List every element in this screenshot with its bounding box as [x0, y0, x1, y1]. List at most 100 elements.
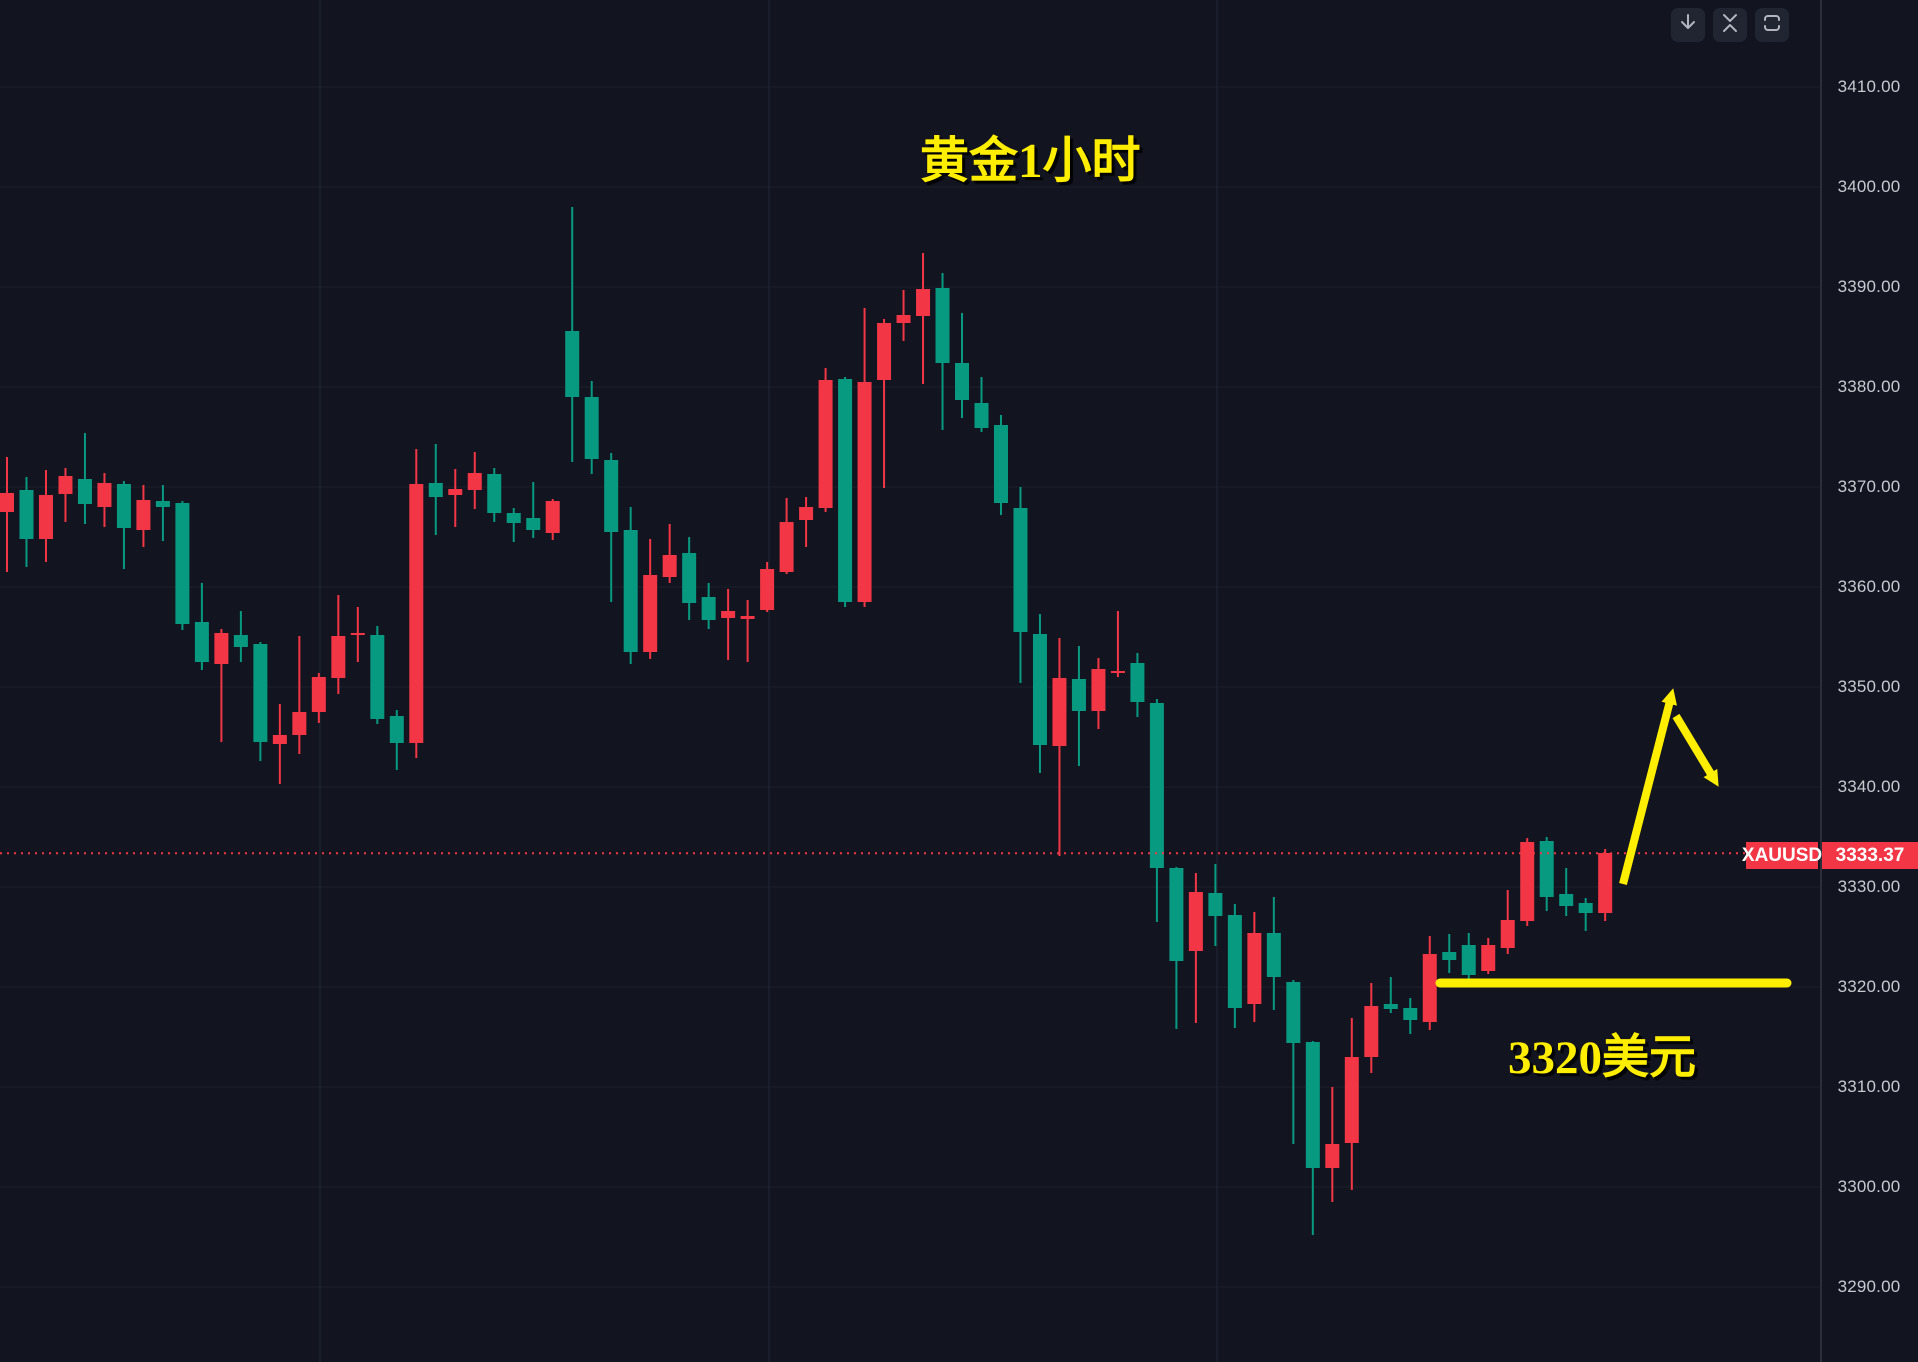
candle	[857, 308, 872, 607]
candle	[916, 253, 931, 384]
candle	[1539, 837, 1554, 911]
candle	[448, 469, 463, 527]
candle	[1442, 934, 1457, 973]
candle	[877, 319, 892, 488]
candle	[97, 473, 112, 527]
candle	[604, 453, 619, 602]
candle	[389, 710, 404, 770]
price-axis-label: 3370.00	[1837, 477, 1901, 496]
candle	[1403, 998, 1418, 1034]
candle	[643, 539, 658, 659]
collapse-pane-button[interactable]	[1713, 8, 1747, 42]
maximize-icon	[1761, 12, 1783, 39]
price-axis-label: 3330.00	[1837, 877, 1901, 896]
candle	[935, 273, 950, 430]
down-arrow-annotation[interactable]	[1672, 713, 1719, 787]
candle	[292, 636, 307, 754]
candle	[565, 207, 580, 462]
candle	[175, 501, 190, 630]
candle	[311, 673, 326, 723]
candle	[1071, 646, 1086, 766]
candle	[740, 600, 755, 662]
candle	[38, 470, 53, 562]
price-axis-label: 3290.00	[1837, 1277, 1901, 1296]
candle	[974, 377, 989, 432]
candle	[955, 313, 970, 418]
candle	[467, 452, 482, 509]
candle	[1325, 1087, 1340, 1202]
candle	[896, 290, 911, 341]
candle	[1383, 977, 1398, 1013]
candle	[1481, 938, 1496, 974]
price-axis-label: 3320.00	[1837, 977, 1901, 996]
price-axis-label: 3300.00	[1837, 1177, 1901, 1196]
candle	[194, 583, 209, 670]
candle	[58, 468, 73, 522]
price-axis-label: 3350.00	[1837, 677, 1901, 696]
candle	[1188, 873, 1203, 1023]
price-axis-label: 3390.00	[1837, 277, 1901, 296]
candle	[779, 498, 794, 574]
candle	[1052, 638, 1067, 856]
candle	[1461, 933, 1476, 981]
collapse-icon	[1719, 12, 1741, 39]
price-axis-separator	[1820, 0, 1822, 1362]
price-axis-label: 3360.00	[1837, 577, 1901, 596]
price-axis-label: 3410.00	[1837, 77, 1901, 96]
candle	[428, 444, 443, 535]
candle	[1286, 980, 1301, 1144]
candle	[799, 497, 814, 547]
candle	[760, 562, 775, 612]
candle	[1344, 1018, 1359, 1190]
candle	[545, 499, 560, 540]
candle	[1149, 699, 1164, 922]
candle	[0, 457, 14, 572]
candle	[370, 626, 385, 724]
price-axis-label: 3310.00	[1837, 1077, 1901, 1096]
candle	[1130, 653, 1145, 717]
scroll-to-recent-button[interactable]	[1671, 8, 1705, 42]
maximize-pane-button[interactable]	[1755, 8, 1789, 42]
candle	[19, 477, 34, 567]
candle	[838, 377, 853, 607]
candle	[1266, 897, 1281, 1010]
candle	[526, 482, 541, 538]
support-price-annotation: 3320美元	[1508, 1032, 1696, 1084]
candle	[487, 468, 502, 522]
candle	[1598, 849, 1613, 921]
candle	[214, 629, 229, 742]
symbol-price-flag: XAUUSD	[1742, 842, 1822, 869]
price-axis-label: 3400.00	[1837, 177, 1901, 196]
candle	[1169, 867, 1184, 1029]
chart-title-annotation: 黄金1小时	[920, 133, 1141, 188]
candle	[1305, 1041, 1320, 1235]
candle	[1559, 868, 1574, 916]
candle	[721, 589, 736, 660]
price-axis-label: 3380.00	[1837, 377, 1901, 396]
candle	[233, 611, 248, 662]
candle	[506, 508, 521, 542]
candle	[1500, 890, 1515, 954]
candle	[662, 524, 677, 583]
candle	[136, 485, 151, 547]
price-axis[interactable]: 3410.00 3400.00 3390.00 3380.00 3370.00 3360.…	[1820, 0, 1918, 1362]
candle	[409, 449, 424, 758]
candle	[623, 507, 638, 664]
candle	[253, 642, 268, 761]
up-arrow-annotation[interactable]	[1619, 688, 1678, 885]
candle	[116, 481, 131, 569]
candle	[1032, 614, 1047, 773]
candle	[1520, 838, 1535, 926]
candle	[1091, 658, 1106, 729]
candle	[1013, 487, 1028, 683]
candle	[1422, 936, 1437, 1030]
price-axis-label: 3340.00	[1837, 777, 1901, 796]
candle	[993, 415, 1008, 515]
candle	[818, 368, 833, 512]
candle	[1227, 904, 1242, 1028]
candle	[701, 583, 716, 629]
candle	[77, 433, 92, 524]
candle	[350, 607, 365, 662]
